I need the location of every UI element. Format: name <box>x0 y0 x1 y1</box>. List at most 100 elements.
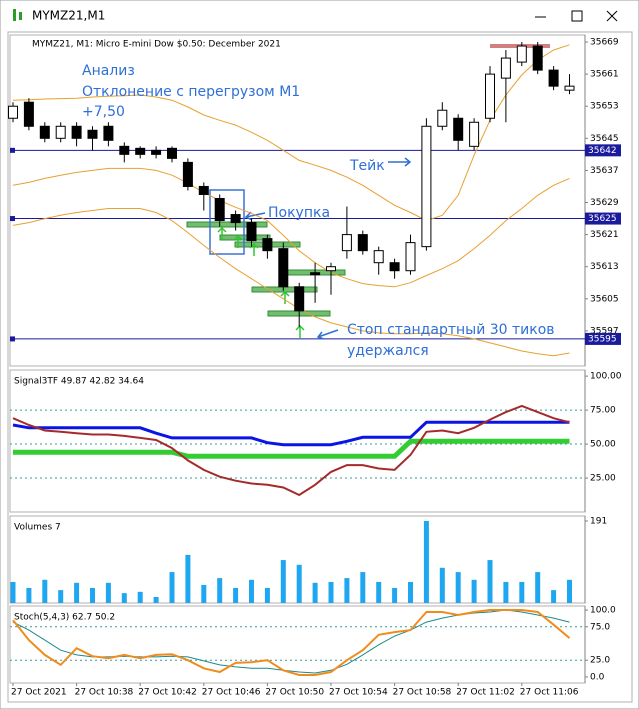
chart-frame <box>7 31 633 703</box>
y-tick-label: 35613 <box>590 262 619 272</box>
window-title: MYMZ21,M1 <box>32 9 105 23</box>
candle-body <box>469 121 480 147</box>
buy-arrow <box>217 226 305 338</box>
candle-body <box>485 73 495 119</box>
volume-bar <box>312 582 318 603</box>
y-tick-label: 35669 <box>590 38 619 48</box>
volume-bar <box>249 579 254 603</box>
candle-body <box>198 185 209 195</box>
y-tick-label: 35645 <box>590 134 619 144</box>
candle-body <box>373 250 384 264</box>
candle-body <box>151 149 162 155</box>
volume-bar <box>105 582 111 603</box>
annotation: +7,50 <box>82 104 125 120</box>
x-tick-label: 27 Oct 10:58 <box>393 688 452 698</box>
volume-bar <box>121 593 127 603</box>
candle-body <box>8 105 18 119</box>
hline-marker <box>10 216 15 222</box>
volume-bar <box>392 587 398 603</box>
order-level <box>219 234 271 241</box>
y-tick-label: 35637 <box>590 166 619 176</box>
y-tick-label: 35661 <box>590 70 619 80</box>
candle-body <box>516 45 527 63</box>
chart-title: MYMZ21, M1: Micro E-mini Dow $0.50: Dece… <box>32 40 281 50</box>
volume-bar <box>296 564 302 603</box>
hline-marker <box>10 336 15 342</box>
x-tick-label: 27 Oct 10:42 <box>138 688 197 698</box>
x-tick-label: 27 Oct 10:54 <box>329 688 388 698</box>
volume-bar <box>376 581 382 603</box>
title-bar: MYMZ21,M1 <box>13 9 618 23</box>
annotation: Тейк <box>349 158 385 174</box>
annotation-arrow <box>316 329 339 340</box>
candle-body <box>341 234 352 252</box>
volume-bar <box>10 581 16 603</box>
indicator-title: Volumes 7 <box>14 523 61 533</box>
app-icon <box>19 12 22 20</box>
volume-bar <box>551 590 557 603</box>
y-tick-label: 100.00 <box>590 372 622 382</box>
candle-body <box>389 262 400 272</box>
volume-bar <box>280 560 286 603</box>
indicator-line <box>12 420 570 447</box>
candle-body <box>87 129 98 139</box>
price-label-box <box>585 144 621 157</box>
x-tick-label: 27 Oct 10:50 <box>265 688 324 698</box>
candle-body <box>23 101 34 127</box>
candle-body <box>39 125 50 139</box>
annotation-arrow <box>388 157 412 167</box>
indicator-line <box>13 438 570 459</box>
entry-box <box>209 189 245 255</box>
indicator-line <box>12 404 570 497</box>
y-tick-label: 35597 <box>590 326 619 336</box>
volume-bar <box>137 591 143 603</box>
volume-bar <box>264 587 270 603</box>
y-tick-label: 35605 <box>590 294 619 304</box>
candle-body <box>246 222 257 242</box>
annotation: Стоп стандартный 30 тиков <box>347 322 555 338</box>
volume-bar <box>185 554 191 603</box>
candle-body <box>437 109 448 127</box>
volume-bar <box>58 590 64 603</box>
y-tick-label: 25.00 <box>590 474 616 484</box>
volume-bar <box>217 578 223 603</box>
annotation: удержался <box>347 343 429 359</box>
volume-bar <box>503 581 509 603</box>
y-tick-label: 35629 <box>590 198 619 208</box>
indicator-line <box>12 167 570 288</box>
x-tick-label: 27 Oct 2021 <box>11 688 67 698</box>
indicator-title: Stoch(5,4,3) 62.7 50.2 <box>14 613 115 623</box>
candle-body <box>564 85 575 91</box>
price-label: 35642 <box>588 146 617 156</box>
candle-body <box>71 125 82 139</box>
app-icon <box>13 9 16 21</box>
candle-body <box>326 266 336 272</box>
candle-body <box>294 286 305 312</box>
volume-bar <box>487 560 493 603</box>
y-tick-label: 35653 <box>590 102 619 112</box>
volume-bar <box>408 581 413 603</box>
candle-body <box>532 45 543 71</box>
volume-bar <box>344 578 350 603</box>
candle-body <box>310 272 321 276</box>
y-tick-label: 0.0 <box>590 672 605 682</box>
annotation: Отклонение с перегрузом М1 <box>82 84 300 100</box>
annotation: Покупка <box>268 205 330 221</box>
x-tick-label: 27 Oct 10:46 <box>202 688 261 698</box>
close-button[interactable] <box>606 10 618 22</box>
candle-body <box>278 248 289 288</box>
y-tick-label: 100.0 <box>590 606 616 616</box>
indicator-line <box>12 44 570 222</box>
candle-body <box>119 145 130 155</box>
volume-bar <box>519 581 525 603</box>
volume-bar <box>74 582 80 603</box>
candle-body <box>421 125 432 248</box>
candle-body <box>103 125 114 141</box>
volume-bar <box>169 572 175 603</box>
volume-bar <box>471 579 477 603</box>
price-label-box <box>585 212 621 225</box>
volume-bar <box>233 587 239 603</box>
volume-bar <box>328 581 334 603</box>
y-tick-label: 50.00 <box>590 440 616 450</box>
maximize-button[interactable] <box>571 10 583 22</box>
